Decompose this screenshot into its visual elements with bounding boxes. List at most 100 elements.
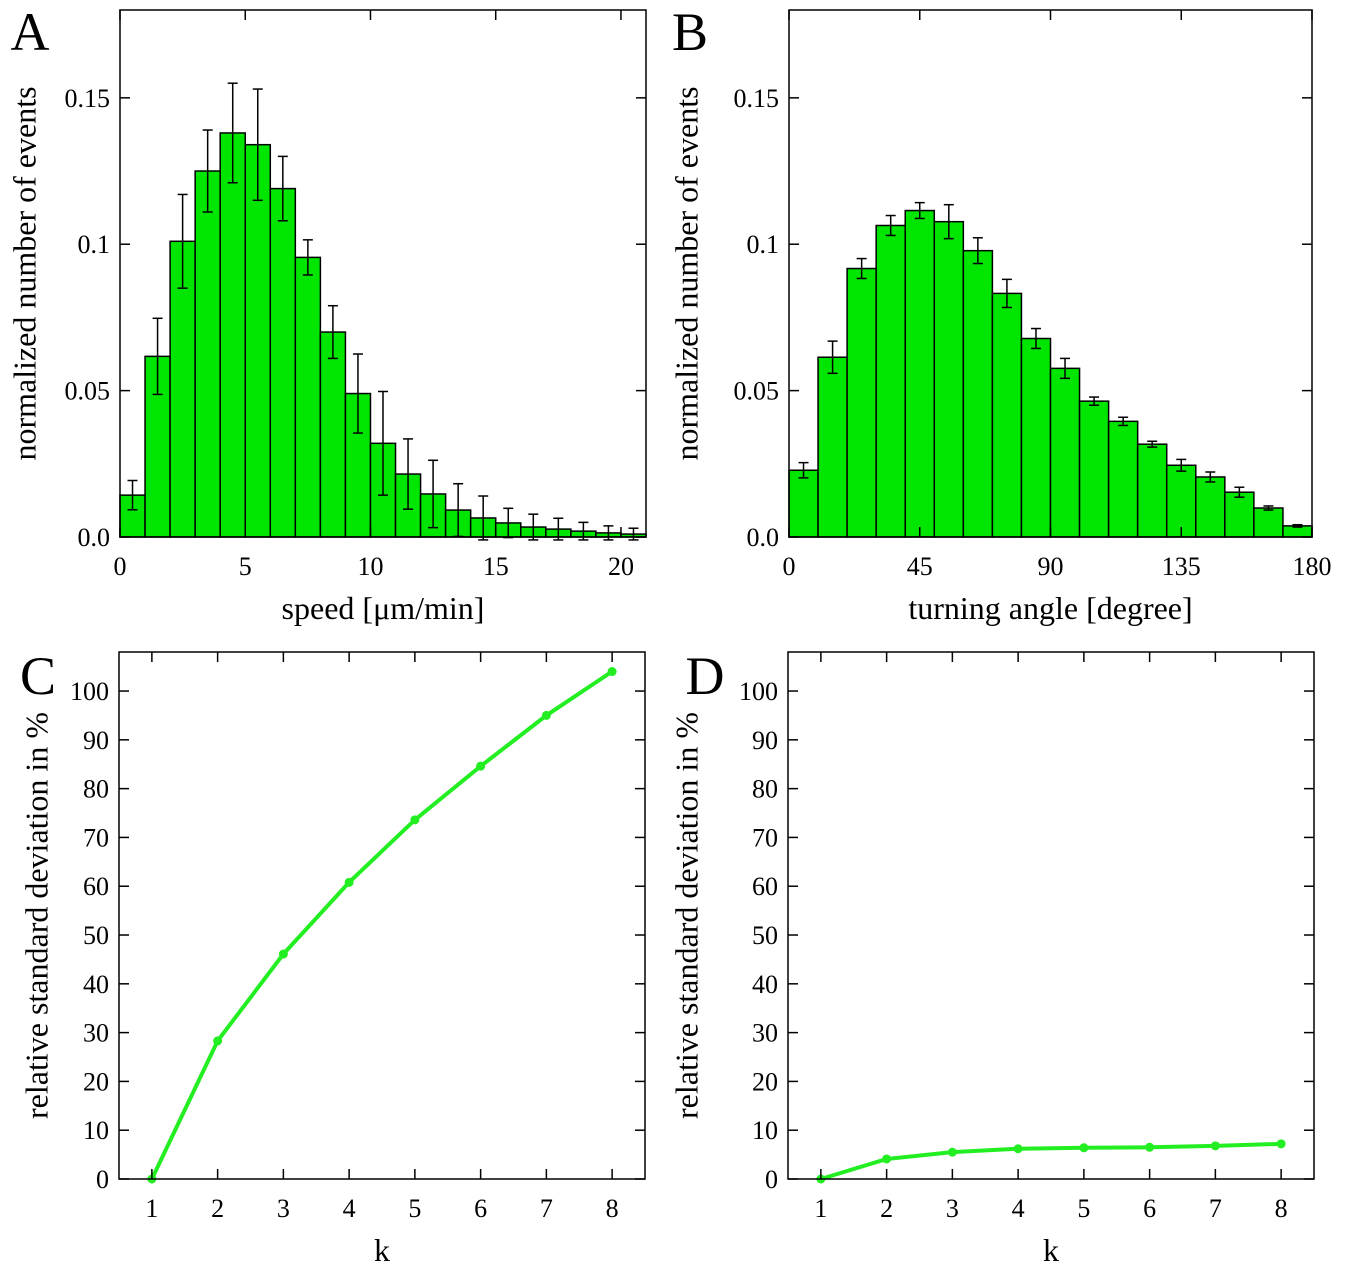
x-tick-label: 1 [814, 1194, 827, 1223]
x-tick-label: 20 [608, 552, 634, 581]
marker [882, 1154, 892, 1164]
error-bar [1060, 357, 1071, 380]
x-tick-label: 0 [783, 552, 796, 581]
error-bar [177, 193, 188, 289]
x-tick-label: 5 [239, 552, 252, 581]
y-tick-label: 10 [83, 1116, 109, 1145]
panel-label: B [672, 2, 708, 62]
error-bar [327, 304, 338, 360]
line [820, 1141, 1282, 1181]
x-tick-label: 6 [474, 1194, 487, 1223]
error-bar [1147, 440, 1158, 448]
error-bar [1118, 416, 1129, 427]
x-tick-label: 3 [277, 1194, 290, 1223]
panel-label: D [686, 646, 725, 706]
x-axis-label: k [374, 1232, 390, 1264]
bar [294, 256, 322, 538]
x-tick-label: 8 [1275, 1194, 1288, 1223]
y-tick-label: 0.0 [78, 523, 111, 552]
error-bar [943, 203, 954, 240]
y-tick-label: 30 [752, 1019, 778, 1048]
x-tick-label: 6 [1143, 1194, 1156, 1223]
marker [213, 1036, 223, 1046]
error-bar [1292, 523, 1303, 528]
x-tick-label: 2 [211, 1194, 224, 1223]
y-tick-label: 20 [752, 1067, 778, 1096]
bar [1136, 443, 1168, 538]
x-axis-label: turning angle [degree] [908, 590, 1192, 626]
x-tick-label: 4 [1012, 1194, 1025, 1223]
bar [1078, 400, 1110, 538]
bar [991, 292, 1023, 538]
marker [1013, 1144, 1023, 1154]
y-tick-label: 100 [739, 677, 778, 706]
x-tick-label: 135 [1162, 552, 1201, 581]
error-bar [1234, 486, 1245, 498]
y-tick-label: 100 [70, 677, 109, 706]
x-tick-label: 15 [483, 552, 509, 581]
bar [319, 331, 347, 538]
error-bar [1001, 278, 1012, 309]
y-tick-label: 0.15 [734, 84, 780, 113]
error-bar [127, 479, 138, 511]
x-tick-label: 2 [880, 1194, 893, 1223]
y-tick-label: 0.05 [65, 377, 111, 406]
bar [1195, 476, 1226, 538]
error-bar [403, 438, 414, 510]
error-bar [1205, 471, 1216, 483]
marker [947, 1147, 957, 1157]
panel-label: C [20, 646, 56, 706]
marker [1210, 1141, 1220, 1151]
error-bar [528, 513, 539, 541]
y-tick-label: 70 [752, 823, 778, 852]
marker [344, 877, 354, 887]
y-tick-label: 50 [752, 921, 778, 950]
error-bar [352, 353, 363, 434]
x-tick-label: 0 [114, 552, 127, 581]
error-bar [428, 459, 439, 529]
y-tick-label: 90 [752, 726, 778, 755]
x-tick-label: 1 [145, 1194, 158, 1223]
x-tick-label: 5 [408, 1194, 421, 1223]
plot-frame [119, 9, 647, 538]
y-axis-label: normalized number of events [6, 86, 42, 460]
error-bar [885, 214, 896, 237]
bar [904, 209, 936, 538]
y-tick-label: 40 [752, 970, 778, 999]
y-tick-label: 0 [96, 1165, 109, 1194]
error-bar [478, 495, 489, 541]
marker [1145, 1142, 1155, 1152]
bar [194, 170, 221, 538]
error-bar [302, 239, 313, 276]
x-tick-label: 5 [1077, 1194, 1090, 1223]
error-bar [1089, 396, 1100, 406]
marker [1079, 1143, 1089, 1153]
y-tick-label: 40 [83, 970, 109, 999]
x-tick-label: 8 [606, 1194, 619, 1223]
bar [1020, 337, 1052, 538]
bar [817, 356, 848, 538]
y-tick-label: 60 [83, 872, 109, 901]
x-tick-label: 7 [1209, 1194, 1222, 1223]
error-bar [1176, 458, 1187, 472]
bar [962, 249, 994, 538]
y-tick-label: 0.15 [65, 84, 111, 113]
y-tick-label: 0 [765, 1165, 778, 1194]
error-bar [972, 237, 983, 265]
y-axis-label: relative standard deviation in % [18, 712, 54, 1119]
error-bar [378, 390, 388, 496]
bar [244, 143, 272, 538]
x-tick-label: 45 [907, 552, 933, 581]
x-tick-label: 7 [540, 1194, 553, 1223]
y-axis-label: normalized number of events [668, 86, 704, 460]
y-tick-label: 80 [83, 775, 109, 804]
marker [410, 815, 420, 825]
bar [933, 220, 965, 538]
x-tick-label: 180 [1293, 552, 1332, 581]
y-tick-label: 0.1 [747, 230, 780, 259]
error-bar [856, 257, 867, 280]
error-bar [914, 201, 925, 220]
error-bar [277, 155, 288, 222]
bar [788, 469, 819, 538]
